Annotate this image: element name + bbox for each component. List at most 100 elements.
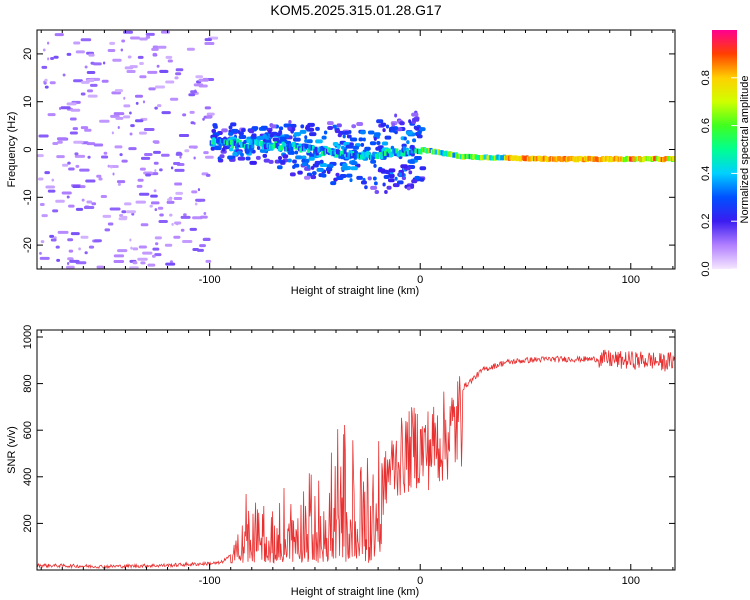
heatmap-noise-cell bbox=[117, 126, 120, 130]
heatmap-cloud-cell bbox=[289, 172, 296, 177]
heatmap-noise-cell bbox=[182, 113, 187, 117]
heatmap-cloud-cell bbox=[419, 166, 427, 171]
heatmap-cloud-cell bbox=[240, 152, 244, 157]
heatmap-noise-cell bbox=[47, 189, 56, 193]
heatmap-cloud-cell bbox=[282, 154, 289, 159]
heatmap-cloud-cell bbox=[310, 175, 317, 180]
heatmap-noise-cell bbox=[88, 245, 95, 249]
heatmap-noise-cell bbox=[93, 239, 102, 243]
heatmap-noise-cell bbox=[140, 261, 146, 265]
heatmap-cloud-cell bbox=[416, 134, 423, 139]
heatmap-cloud-cell bbox=[221, 128, 228, 133]
heatmap-noise-cell bbox=[62, 163, 69, 167]
heatmap-cloud-cell bbox=[304, 135, 308, 140]
heatmap-noise-cell bbox=[53, 236, 57, 240]
heatmap-cloud-cell bbox=[352, 145, 360, 150]
heatmap-cloud-cell bbox=[268, 159, 274, 164]
heatmap-noise-cell bbox=[161, 111, 171, 115]
heatmap-cloud-cell bbox=[303, 175, 311, 180]
heatmap-ridge-cell bbox=[234, 143, 238, 149]
heatmap-noise-cell bbox=[69, 131, 78, 135]
heatmap-cloud-cell bbox=[278, 126, 284, 131]
heatmap-noise-cell bbox=[139, 167, 146, 171]
heatmap-cloud-cell bbox=[373, 132, 381, 137]
heatmap-noise-cell bbox=[188, 145, 198, 149]
heatmap-cloud-cell bbox=[256, 136, 265, 141]
heatmap-noise-cell bbox=[202, 237, 211, 241]
heatmap-noise-cell bbox=[186, 47, 195, 51]
heatmap-cloud-cell bbox=[362, 137, 366, 142]
heatmap-noise-cell bbox=[93, 143, 104, 147]
heatmap-noise-cell bbox=[112, 58, 122, 62]
heatmap-noise-cell bbox=[189, 227, 197, 231]
heatmap-noise-cell bbox=[202, 77, 209, 81]
heatmap-noise-cell bbox=[102, 61, 106, 65]
heatmap-noise-cell bbox=[159, 168, 163, 172]
heatmap-noise-cell bbox=[49, 234, 55, 238]
heatmap-cloud-cell bbox=[411, 112, 419, 117]
heatmap-ridge-cell bbox=[349, 153, 353, 159]
heatmap-cloud-cell bbox=[356, 122, 364, 127]
heatmap-noise-cell bbox=[80, 38, 92, 42]
heatmap-noise-cell bbox=[143, 171, 154, 175]
heatmap-noise-cell bbox=[204, 106, 211, 110]
heatmap-noise-cell bbox=[81, 198, 85, 202]
heatmap-cloud-cell bbox=[413, 125, 418, 130]
heatmap-ridge-cell bbox=[400, 151, 404, 157]
heatmap-cloud-cell bbox=[227, 155, 234, 160]
heatmap-ridge-cell bbox=[260, 140, 264, 146]
heatmap-noise-cell bbox=[189, 110, 195, 114]
y-tick-label: -10 bbox=[22, 189, 34, 205]
heatmap-cloud-cell bbox=[319, 163, 328, 168]
y-tick-label: -20 bbox=[22, 237, 34, 253]
heatmap-cloud-cell bbox=[276, 132, 281, 137]
heatmap-noise-cell bbox=[139, 61, 144, 65]
heatmap-cloud-cell bbox=[270, 124, 277, 129]
heatmap-noise-cell bbox=[129, 238, 132, 242]
heatmap-noise-cell bbox=[109, 41, 116, 45]
heatmap-noise-cell bbox=[65, 265, 75, 269]
heatmap-cloud-cell bbox=[228, 131, 234, 136]
heatmap-noise-cell bbox=[115, 116, 124, 120]
heatmap-cloud-cell bbox=[332, 141, 339, 146]
heatmap-noise-cell bbox=[75, 207, 84, 211]
x-axis-label: Height of straight line (km) bbox=[291, 285, 419, 297]
heatmap-noise-cell bbox=[193, 83, 204, 87]
heatmap-cloud-cell bbox=[336, 123, 342, 128]
heatmap-ridge-cell bbox=[380, 154, 384, 160]
heatmap-noise-cell bbox=[199, 244, 206, 248]
heatmap-ridge-cell bbox=[337, 149, 341, 155]
heatmap-ridge-cell bbox=[315, 150, 319, 156]
heatmap-cloud-cell bbox=[391, 122, 396, 127]
heatmap-noise-cell bbox=[170, 166, 174, 170]
heatmap-cloud-cell bbox=[321, 173, 327, 178]
heatmap-ridge-cell bbox=[218, 142, 222, 148]
heatmap-ridge-cell bbox=[251, 143, 255, 149]
heatmap-noise-cell bbox=[192, 216, 203, 220]
heatmap-noise-cell bbox=[147, 70, 158, 74]
heatmap-cloud-cell bbox=[373, 181, 378, 186]
heatmap-cloud-cell bbox=[315, 126, 320, 131]
heatmap-noise-cell bbox=[152, 45, 159, 49]
heatmap-noise-cell bbox=[99, 119, 110, 123]
heatmap-noise-cell bbox=[42, 48, 46, 52]
heatmap-cloud-cell bbox=[405, 130, 413, 135]
heatmap-cloud-cell bbox=[248, 129, 255, 134]
heatmap-ridge-cell bbox=[385, 149, 389, 155]
heatmap-cloud-cell bbox=[262, 138, 266, 143]
heatmap-ridge-cell bbox=[236, 138, 240, 144]
heatmap-noise-cell bbox=[157, 206, 164, 210]
heatmap-cloud-cell bbox=[308, 156, 315, 161]
heatmap-noise-cell bbox=[52, 209, 59, 213]
heatmap-cloud-cell bbox=[276, 165, 283, 170]
colorbar-tick-label: 0.8 bbox=[700, 70, 712, 85]
heatmap-noise-cell bbox=[169, 213, 173, 217]
heatmap-noise-cell bbox=[175, 72, 182, 76]
heatmap-noise-cell bbox=[47, 113, 56, 117]
heatmap-cloud-cell bbox=[388, 174, 395, 179]
heatmap-noise-cell bbox=[153, 161, 159, 165]
heatmap-noise-cell bbox=[87, 155, 91, 159]
heatmap-cloud-cell bbox=[335, 172, 340, 177]
heatmap-noise-cell bbox=[154, 85, 165, 89]
heatmap-noise-cell bbox=[87, 89, 94, 93]
